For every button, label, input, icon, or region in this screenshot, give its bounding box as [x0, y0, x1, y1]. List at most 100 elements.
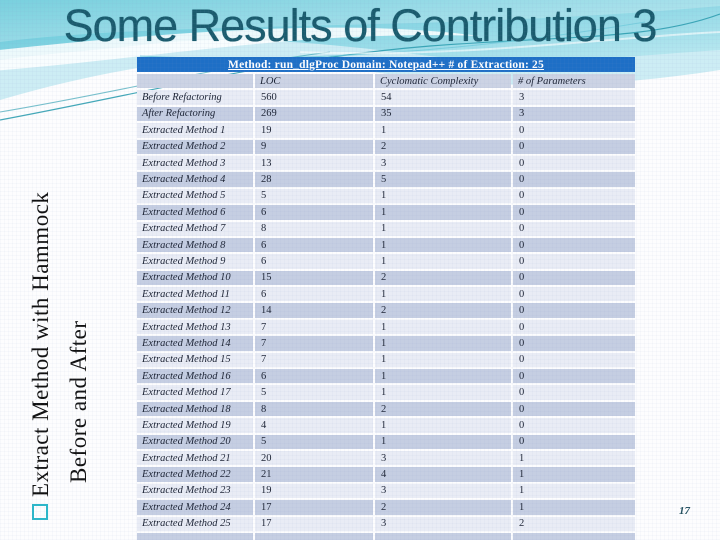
- cell-value: 9: [255, 139, 373, 154]
- cell-value: 0: [513, 270, 635, 286]
- row-label: Extracted Method 24: [137, 500, 253, 515]
- cell-value: 4: [375, 467, 511, 482]
- cell-value: 2: [375, 500, 511, 515]
- row-label: Extracted Method 22: [137, 467, 253, 482]
- cell-value: 0: [513, 205, 635, 220]
- section-bullet-text: Extract Method with Hammock Before and A…: [22, 100, 98, 520]
- table-row: Extracted Method 19 4 1 0: [137, 418, 635, 433]
- row-label: Extracted Method 10: [137, 270, 253, 286]
- cell-value: 1: [375, 434, 511, 449]
- column-header: LOC: [255, 74, 373, 89]
- row-label: Extracted Method 4: [137, 172, 253, 187]
- cell-value: 8: [255, 401, 373, 417]
- column-header: [137, 74, 253, 89]
- table-row: [137, 532, 635, 540]
- cell-value: 269: [255, 106, 373, 122]
- cell-value: [255, 532, 373, 540]
- cell-value: 1: [513, 467, 635, 482]
- cell-value: 3: [375, 155, 511, 171]
- row-label: Extracted Method 16: [137, 369, 253, 384]
- cell-value: 1: [375, 352, 511, 368]
- cell-value: 0: [513, 352, 635, 368]
- cell-value: 0: [513, 221, 635, 236]
- cell-value: 8: [255, 221, 373, 236]
- table-row: Extracted Method 1 19 1 0: [137, 123, 635, 138]
- cell-value: 1: [375, 385, 511, 400]
- row-label: Extracted Method 11: [137, 287, 253, 302]
- cell-value: 1: [375, 237, 511, 253]
- cell-value: 560: [255, 90, 373, 105]
- cell-value: 3: [375, 516, 511, 531]
- cell-value: [513, 532, 635, 540]
- row-label: Extracted Method 1: [137, 123, 253, 138]
- column-header: # of Parameters: [513, 74, 635, 89]
- cell-value: 1: [375, 123, 511, 138]
- cell-value: 1: [375, 188, 511, 204]
- cell-value: 1: [375, 205, 511, 220]
- table-row: Extracted Method 18 8 2 0: [137, 401, 635, 417]
- cell-value: 1: [513, 483, 635, 499]
- cell-value: 6: [255, 237, 373, 253]
- cell-value: 1: [513, 500, 635, 515]
- cell-value: 28: [255, 172, 373, 187]
- table-row: Extracted Method 13 7 1 0: [137, 319, 635, 335]
- cell-value: 0: [513, 385, 635, 400]
- cell-value: 5: [255, 385, 373, 400]
- cell-value: [375, 532, 511, 540]
- cell-value: 0: [513, 123, 635, 138]
- table-row: Extracted Method 10 15 2 0: [137, 270, 635, 286]
- cell-value: 1: [375, 418, 511, 433]
- row-label: Extracted Method 13: [137, 319, 253, 335]
- cell-value: 19: [255, 123, 373, 138]
- cell-value: 1: [375, 221, 511, 236]
- row-label: Extracted Method 2: [137, 139, 253, 154]
- table-row: Extracted Method 22 21 4 1: [137, 467, 635, 482]
- row-label: Extracted Method 21: [137, 450, 253, 466]
- cell-value: 15: [255, 270, 373, 286]
- cell-value: 3: [375, 483, 511, 499]
- cell-value: 6: [255, 254, 373, 269]
- bullet-line-2: Before and After: [66, 320, 91, 483]
- cell-value: 1: [375, 319, 511, 335]
- table-row: Extracted Method 14 7 1 0: [137, 336, 635, 351]
- cell-value: 0: [513, 254, 635, 269]
- row-label: Extracted Method 19: [137, 418, 253, 433]
- row-label: Extracted Method 7: [137, 221, 253, 236]
- cell-value: 0: [513, 172, 635, 187]
- bullet-line-1-label: Extract Method with Hammock: [28, 191, 53, 497]
- cell-value: 1: [375, 287, 511, 302]
- cell-value: 0: [513, 369, 635, 384]
- row-label: Extracted Method 6: [137, 205, 253, 220]
- row-label: Extracted Method 15: [137, 352, 253, 368]
- row-label: Extracted Method 3: [137, 155, 253, 171]
- cell-value: 20: [255, 450, 373, 466]
- row-label: Extracted Method 20: [137, 434, 253, 449]
- cell-value: 6: [255, 287, 373, 302]
- bullet-square-icon: [32, 504, 48, 520]
- cell-value: 54: [375, 90, 511, 105]
- row-label: Extracted Method 8: [137, 237, 253, 253]
- table-row: Extracted Method 12 14 2 0: [137, 303, 635, 318]
- table-row: Extracted Method 3 13 3 0: [137, 155, 635, 171]
- row-label: Extracted Method 9: [137, 254, 253, 269]
- cell-value: 0: [513, 155, 635, 171]
- cell-value: 0: [513, 139, 635, 154]
- table-row: Extracted Method 16 6 1 0: [137, 369, 635, 384]
- cell-value: 14: [255, 303, 373, 318]
- row-label: Extracted Method 23: [137, 483, 253, 499]
- table-row: Extracted Method 11 6 1 0: [137, 287, 635, 302]
- table-row: Extracted Method 4 28 5 0: [137, 172, 635, 187]
- cell-value: 2: [375, 139, 511, 154]
- cell-value: 2: [375, 401, 511, 417]
- cell-value: 17: [255, 500, 373, 515]
- cell-value: 0: [513, 303, 635, 318]
- cell-value: 2: [375, 303, 511, 318]
- row-label: Extracted Method 5: [137, 188, 253, 204]
- table-row: Extracted Method 24 17 2 1: [137, 500, 635, 515]
- table-row: After Refactoring 269 35 3: [137, 106, 635, 122]
- row-label: Extracted Method 12: [137, 303, 253, 318]
- cell-value: 5: [255, 188, 373, 204]
